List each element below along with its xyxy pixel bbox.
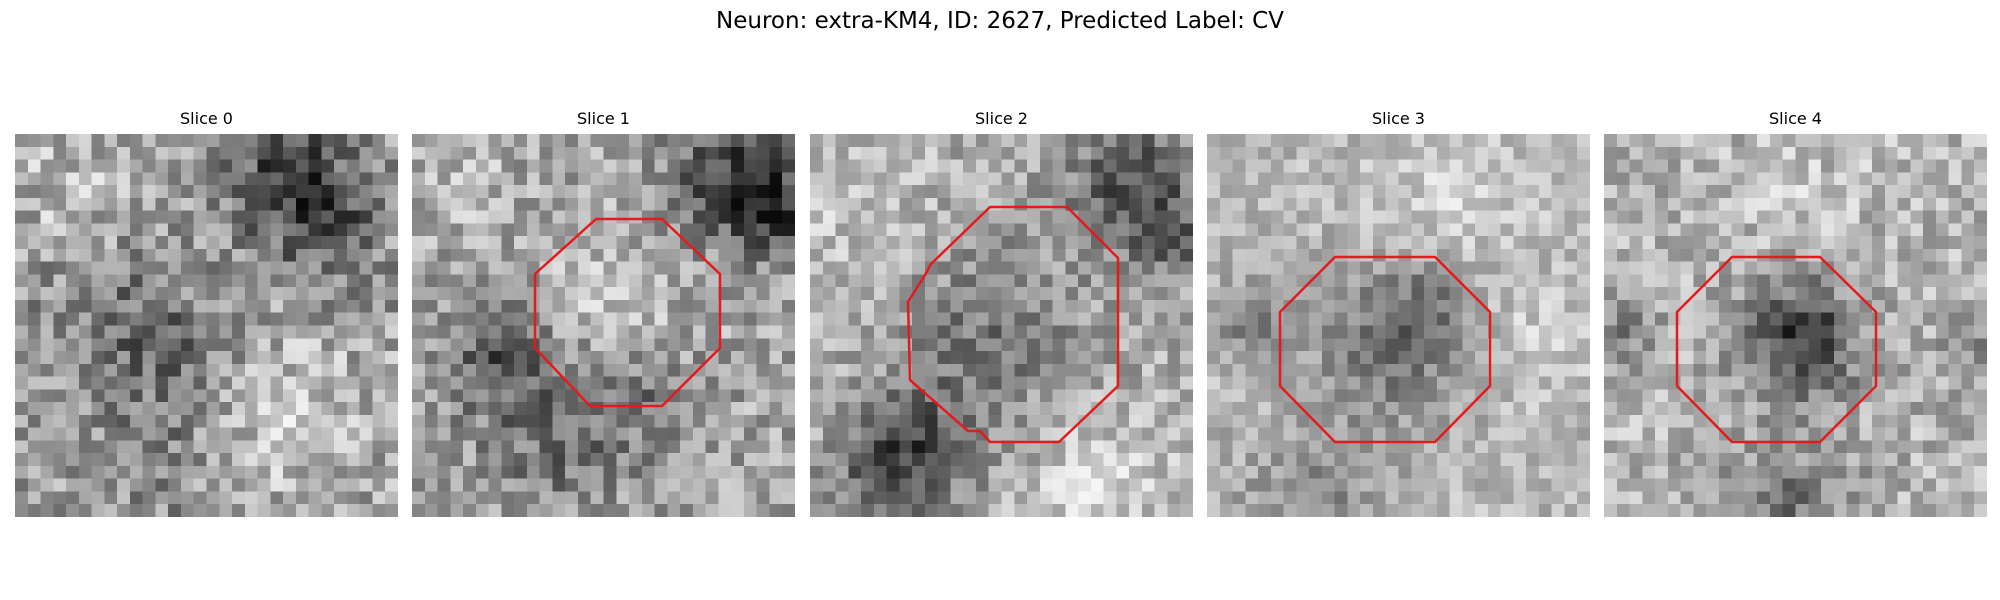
slice-1-image	[412, 134, 795, 517]
slice-3-pixels	[1207, 134, 1590, 517]
slice-0-pixels	[15, 134, 398, 517]
slice-2-pixels	[810, 134, 1193, 517]
slice-0-image	[15, 134, 398, 517]
slice-0-title: Slice 0	[180, 109, 233, 128]
slice-3-title: Slice 3	[1372, 109, 1425, 128]
slice-1-title: Slice 1	[577, 109, 630, 128]
slice-4-contour	[1675, 255, 1878, 444]
slice-1-pixels	[412, 134, 795, 517]
slice-2-title: Slice 2	[975, 109, 1028, 128]
slice-2-image	[810, 134, 1193, 517]
slice-3-contour	[1278, 255, 1492, 444]
slice-4-image	[1604, 134, 1987, 517]
slice-4-title: Slice 4	[1769, 109, 1822, 128]
slice-1-contour	[533, 217, 722, 408]
slice-4-pixels	[1604, 134, 1987, 517]
figure-title: Neuron: extra-KM4, ID: 2627, Predicted L…	[716, 8, 1284, 34]
slice-2-contour	[906, 205, 1120, 444]
slice-3-image	[1207, 134, 1590, 517]
